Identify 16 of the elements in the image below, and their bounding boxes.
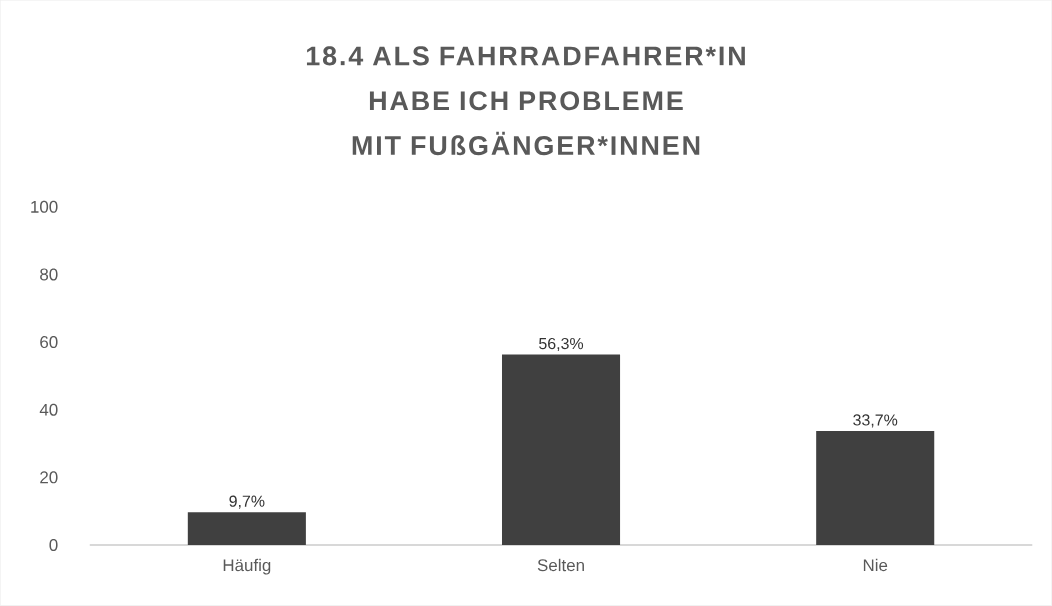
y-tick-label: 20 [40, 471, 58, 484]
bar [501, 354, 621, 546]
x-tick-label: Selten [537, 558, 584, 572]
y-tick-label: 60 [40, 336, 58, 349]
y-tick-label: 100 [31, 200, 58, 213]
data-label: 9,7% [229, 495, 265, 509]
y-tick-label: 80 [40, 268, 58, 281]
x-tick-label: Häufig [223, 558, 271, 575]
data-label: 56,3% [539, 338, 584, 352]
x-tick-label: Nie [863, 558, 888, 572]
bar [187, 512, 306, 546]
y-tick-label: 0 [49, 539, 58, 552]
bar [816, 431, 935, 546]
chart-title: 18.4 ALS FAHRRADFAHRER*IN HABE ICH PROBLEME MIT FUßGÄNGER*INNEN [306, 46, 745, 156]
data-label: 33,7% [853, 414, 898, 428]
y-tick-label: 40 [39, 403, 58, 416]
